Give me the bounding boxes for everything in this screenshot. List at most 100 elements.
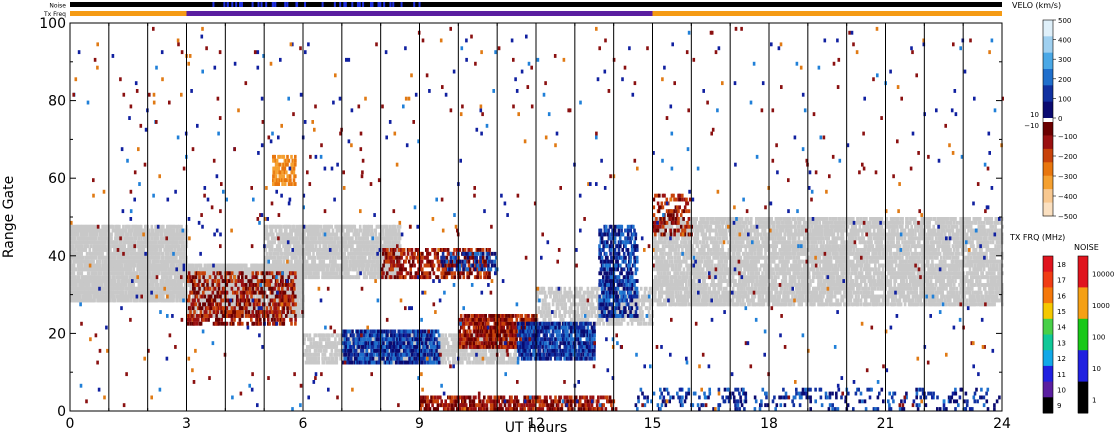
data-cell: [588, 290, 591, 295]
data-cell: [563, 314, 567, 318]
data-cell: [299, 251, 302, 256]
data-cell: [365, 267, 368, 272]
data-cell: [101, 240, 104, 245]
data-cell: [71, 294, 75, 299]
data-cell: [93, 271, 96, 276]
data-cell: [303, 341, 306, 346]
data-cell: [265, 224, 269, 229]
data-cell: [549, 294, 552, 299]
data-cell: [105, 232, 108, 237]
data-cell: [270, 248, 274, 252]
data-cell: [101, 236, 104, 241]
data-cell: [552, 310, 556, 314]
noise-blip: [251, 2, 254, 7]
data-cell: [76, 279, 80, 283]
data-cell: [288, 294, 292, 299]
data-cell: [331, 345, 335, 349]
data-cell: [313, 255, 316, 260]
data-cell: [366, 259, 370, 264]
data-cell: [576, 306, 580, 311]
data-cell: [360, 228, 363, 233]
data-cell: [441, 352, 445, 357]
data-cell: [230, 283, 234, 287]
data-cell: [321, 263, 324, 268]
data-cell: [226, 286, 230, 291]
data-cell: [93, 275, 96, 280]
data-cell: [265, 263, 269, 268]
data-cell: [160, 244, 164, 249]
data-cell: [140, 236, 143, 241]
data-cell: [334, 244, 337, 249]
data-cell: [134, 259, 138, 264]
data-cell: [317, 352, 320, 357]
data-cell: [295, 228, 298, 233]
data-cell: [128, 294, 131, 299]
data-cell: [352, 240, 355, 245]
data-cell: [168, 294, 171, 299]
data-cell: [220, 263, 223, 268]
data-cell: [363, 275, 367, 280]
data-cell: [109, 286, 112, 291]
data-cell: [178, 236, 182, 241]
data-cell: [153, 290, 156, 295]
data-cell: [194, 263, 198, 268]
data-cell: [330, 267, 333, 272]
data-cell: [322, 259, 326, 264]
data-cell: [70, 294, 73, 299]
data-cell: [169, 271, 173, 276]
data-cell: [498, 356, 502, 361]
data-cell: [308, 248, 311, 252]
data-cell: [606, 321, 609, 326]
data-cell: [182, 286, 186, 291]
noise-blip: [379, 2, 382, 7]
data-cell: [256, 267, 260, 272]
data-cell: [334, 356, 337, 361]
data-cell: [250, 286, 253, 291]
data-cell: [167, 232, 170, 237]
data-cell: [449, 333, 452, 338]
data-cell: [576, 310, 580, 314]
data-cell: [281, 236, 284, 241]
data-cell: [156, 259, 160, 264]
data-cell: [321, 352, 324, 357]
data-cell: [194, 306, 197, 311]
data-cell: [312, 259, 315, 264]
data-cell: [162, 279, 165, 283]
data-cell: [74, 248, 77, 252]
data-cell: [274, 263, 278, 268]
data-cell: [347, 236, 350, 241]
data-cell: [176, 240, 179, 245]
data-cell: [358, 251, 362, 256]
data-cell: [648, 314, 652, 318]
data-cell: [445, 341, 448, 346]
data-cell: [336, 240, 340, 245]
data-cell: [654, 290, 657, 295]
data-cell: [455, 341, 459, 346]
data-cell: [236, 306, 239, 311]
data-cell: [138, 263, 142, 268]
data-cell: [292, 240, 296, 245]
data-cell: [582, 306, 586, 311]
data-cell: [330, 248, 333, 252]
data-cell: [156, 236, 160, 241]
data-cell: [111, 267, 114, 272]
data-cell: [499, 348, 503, 353]
data-cell: [145, 244, 148, 249]
data-cell: [142, 259, 146, 264]
data-cell: [331, 333, 335, 338]
data-cell: [326, 224, 329, 229]
data-cell: [75, 283, 78, 287]
data-cell: [141, 279, 144, 283]
data-cell: [370, 244, 373, 249]
data-cell: [382, 232, 385, 237]
data-cell: [158, 255, 161, 260]
data-cell: [345, 275, 349, 280]
data-cell: [345, 263, 349, 268]
data-cell: [547, 310, 551, 314]
data-cell: [314, 236, 318, 241]
data-cell: [108, 271, 112, 276]
data-cell: [173, 224, 177, 229]
data-cell: [91, 263, 94, 268]
data-cell: [308, 228, 311, 233]
